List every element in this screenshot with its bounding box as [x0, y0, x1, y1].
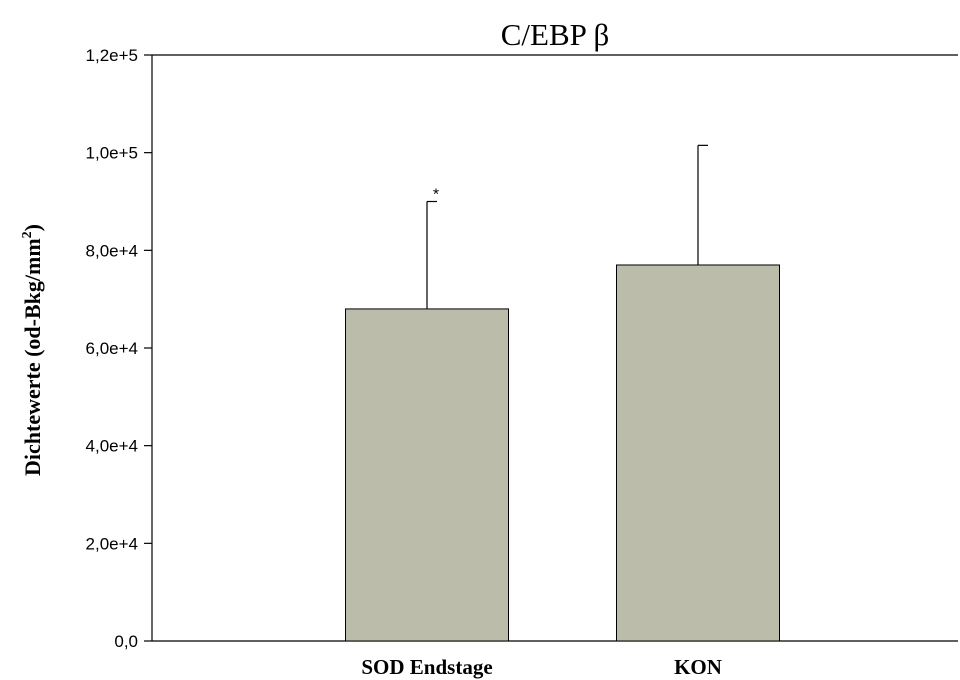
y-tick-label: 4,0e+4: [86, 437, 138, 456]
x-category-label-1: SOD Endstage: [361, 655, 492, 679]
y-axis-label-close: ): [20, 224, 45, 231]
y-tick-label: 6,0e+4: [86, 339, 138, 358]
chart-title: C/EBP β: [501, 17, 610, 52]
y-tick-label: 8,0e+4: [86, 241, 138, 260]
y-tick-label: 2,0e+4: [86, 534, 138, 553]
x-category-label-2: KON: [674, 655, 722, 679]
y-axis-label: Dichtewerte (od-Bkg/mm2): [20, 224, 45, 476]
y-tick-label: 1,0e+5: [86, 144, 138, 163]
y-tick-label: 1,2e+5: [86, 46, 138, 65]
plot-area: 0,0 2,0e+4 4,0e+4 6,0e+4 8,0e+4 1,0e+5 1,2e+5 *…: [86, 46, 958, 679]
bar-2: [616, 264, 780, 642]
significance-asterisk: *: [433, 187, 439, 204]
bar-1: [345, 308, 509, 642]
y-tick-label: 0,0: [114, 632, 138, 651]
y-axis-label-superscript: 2: [20, 231, 35, 238]
